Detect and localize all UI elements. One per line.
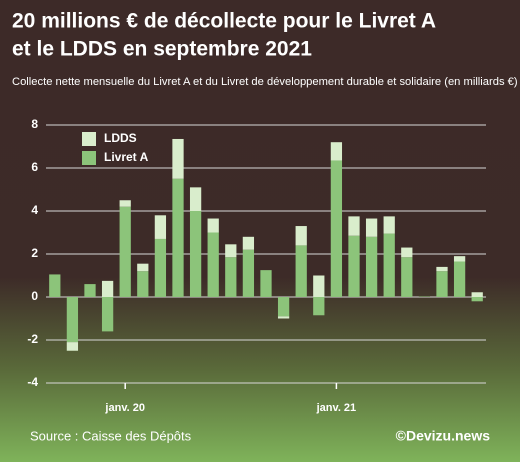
bar bbox=[66, 297, 79, 343]
bar bbox=[365, 218, 378, 237]
bar bbox=[295, 226, 307, 246]
bar bbox=[137, 263, 149, 272]
credit: ©Devizu.news bbox=[396, 428, 491, 444]
bar bbox=[119, 200, 131, 207]
bar bbox=[453, 256, 466, 262]
bar bbox=[242, 236, 255, 250]
bar bbox=[453, 261, 466, 297]
bar bbox=[66, 342, 79, 351]
bar bbox=[365, 236, 378, 297]
y-tick-label: 0 bbox=[31, 289, 38, 303]
bar bbox=[330, 160, 343, 297]
bar bbox=[348, 235, 360, 297]
bar bbox=[49, 274, 61, 297]
legend-swatch bbox=[82, 151, 96, 165]
y-tick-label: -4 bbox=[27, 375, 38, 389]
bar bbox=[471, 292, 483, 297]
source: Source : Caisse des Dépôts bbox=[30, 428, 192, 443]
y-tick-label: 4 bbox=[31, 203, 38, 217]
bar bbox=[154, 215, 167, 239]
bar bbox=[436, 271, 448, 297]
bar bbox=[348, 216, 360, 236]
bar bbox=[471, 297, 483, 302]
bar bbox=[189, 211, 202, 297]
bar bbox=[277, 297, 290, 317]
legend-swatch bbox=[82, 132, 96, 146]
y-tick-label: -2 bbox=[27, 332, 38, 346]
chart-title: 20 millions € de décollecte pour le Livr… bbox=[12, 10, 436, 33]
bar bbox=[172, 178, 184, 297]
bar bbox=[260, 270, 272, 297]
bar bbox=[119, 206, 131, 297]
bar bbox=[101, 280, 114, 297]
bar bbox=[277, 316, 290, 319]
x-tick-label: janv. 20 bbox=[104, 402, 145, 414]
bar bbox=[137, 271, 149, 297]
bar bbox=[436, 266, 448, 272]
x-tick-label: janv. 21 bbox=[316, 402, 357, 414]
y-tick-label: 8 bbox=[31, 117, 38, 131]
bar bbox=[207, 218, 219, 233]
bar bbox=[172, 138, 184, 179]
bar bbox=[101, 297, 114, 332]
bar bbox=[295, 245, 307, 297]
bar bbox=[225, 244, 237, 258]
bar bbox=[84, 284, 96, 297]
bar bbox=[383, 233, 395, 297]
bar bbox=[225, 257, 237, 297]
chart-title: et le LDDS en septembre 2021 bbox=[12, 38, 312, 61]
bar bbox=[207, 232, 219, 297]
bar bbox=[401, 247, 413, 258]
y-tick-label: 6 bbox=[31, 160, 38, 174]
bar bbox=[383, 216, 395, 234]
bar bbox=[401, 257, 413, 297]
bar bbox=[242, 249, 255, 297]
bar bbox=[313, 297, 325, 316]
bar bbox=[189, 187, 202, 211]
subtitle: Collecte nette mensuelle du Livret A et … bbox=[12, 76, 518, 88]
bar bbox=[154, 238, 167, 297]
legend-label: Livret A bbox=[104, 150, 149, 164]
bar bbox=[330, 142, 343, 161]
legend-label: LDDS bbox=[104, 131, 137, 145]
bar bbox=[313, 275, 325, 297]
y-tick-label: 2 bbox=[31, 246, 38, 260]
